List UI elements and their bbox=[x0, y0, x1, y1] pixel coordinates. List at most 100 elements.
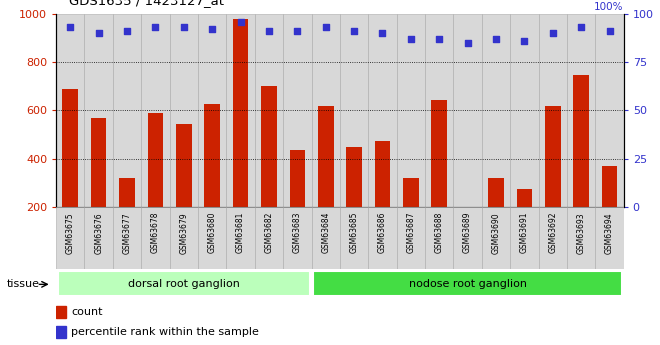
Bar bbox=[375, 141, 390, 255]
Text: GSM63686: GSM63686 bbox=[378, 212, 387, 254]
Bar bbox=[318, 106, 333, 255]
Point bbox=[65, 24, 75, 30]
Bar bbox=[488, 178, 504, 255]
Bar bbox=[255, 207, 283, 269]
Bar bbox=[510, 207, 539, 269]
Text: percentile rank within the sample: percentile rank within the sample bbox=[71, 327, 259, 337]
Bar bbox=[453, 14, 482, 207]
Text: dorsal root ganglion: dorsal root ganglion bbox=[128, 279, 240, 289]
Point bbox=[519, 38, 529, 43]
Text: nodose root ganglion: nodose root ganglion bbox=[409, 279, 527, 289]
Text: GSM63688: GSM63688 bbox=[435, 212, 444, 253]
Bar bbox=[397, 207, 425, 269]
Text: GSM63677: GSM63677 bbox=[123, 212, 131, 254]
Point bbox=[263, 28, 274, 34]
Bar bbox=[539, 14, 567, 207]
Bar bbox=[283, 207, 312, 269]
Bar bbox=[148, 113, 163, 255]
Bar bbox=[368, 207, 397, 269]
Bar bbox=[56, 207, 84, 269]
Point bbox=[490, 36, 501, 42]
Bar bbox=[176, 124, 191, 255]
Bar bbox=[312, 207, 340, 269]
Bar bbox=[205, 104, 220, 255]
Text: GSM63681: GSM63681 bbox=[236, 212, 245, 253]
Point bbox=[604, 28, 614, 34]
Bar bbox=[56, 306, 66, 318]
Bar bbox=[113, 14, 141, 207]
Bar bbox=[574, 75, 589, 255]
Point bbox=[405, 36, 416, 42]
Bar bbox=[141, 14, 170, 207]
Point bbox=[320, 24, 331, 30]
Point bbox=[94, 30, 104, 36]
Point bbox=[121, 28, 132, 34]
Text: GDS1635 / 1423127_at: GDS1635 / 1423127_at bbox=[69, 0, 224, 7]
Bar bbox=[397, 14, 425, 207]
Bar bbox=[425, 14, 453, 207]
Bar bbox=[198, 207, 226, 269]
FancyBboxPatch shape bbox=[313, 272, 622, 296]
Text: GSM63691: GSM63691 bbox=[520, 212, 529, 254]
Bar bbox=[141, 207, 170, 269]
Text: GSM63689: GSM63689 bbox=[463, 212, 472, 254]
Bar bbox=[453, 207, 482, 269]
Bar bbox=[84, 14, 113, 207]
Text: tissue: tissue bbox=[7, 279, 40, 289]
Bar bbox=[595, 14, 624, 207]
Text: GSM63690: GSM63690 bbox=[492, 212, 500, 254]
Bar bbox=[482, 207, 510, 269]
Bar bbox=[460, 230, 475, 255]
Point bbox=[348, 28, 359, 34]
Text: GSM63682: GSM63682 bbox=[265, 212, 273, 253]
Bar bbox=[595, 207, 624, 269]
Text: GSM63678: GSM63678 bbox=[151, 212, 160, 254]
Bar bbox=[403, 178, 418, 255]
Bar bbox=[425, 207, 453, 269]
Text: GSM63685: GSM63685 bbox=[350, 212, 358, 254]
Bar bbox=[170, 14, 198, 207]
Bar bbox=[545, 106, 560, 255]
Point bbox=[547, 30, 558, 36]
Bar bbox=[113, 207, 141, 269]
Point bbox=[150, 24, 160, 30]
Bar bbox=[517, 189, 532, 255]
Point bbox=[207, 27, 217, 32]
Text: GSM63692: GSM63692 bbox=[548, 212, 557, 254]
Text: GSM63676: GSM63676 bbox=[94, 212, 103, 254]
Bar bbox=[567, 14, 595, 207]
Point bbox=[292, 28, 302, 34]
Bar bbox=[91, 118, 106, 255]
Text: GSM63687: GSM63687 bbox=[407, 212, 415, 254]
Text: 100%: 100% bbox=[594, 2, 624, 12]
Bar bbox=[340, 14, 368, 207]
Bar bbox=[255, 14, 283, 207]
Bar bbox=[283, 14, 312, 207]
Bar bbox=[602, 166, 617, 255]
Bar bbox=[170, 207, 198, 269]
Bar bbox=[233, 19, 248, 255]
Bar bbox=[482, 14, 510, 207]
Bar bbox=[84, 207, 113, 269]
Point bbox=[434, 36, 444, 42]
Bar bbox=[261, 86, 277, 255]
Bar bbox=[510, 14, 539, 207]
Bar bbox=[567, 207, 595, 269]
Bar bbox=[119, 178, 135, 255]
Bar bbox=[539, 207, 567, 269]
Point bbox=[235, 19, 246, 24]
Text: GSM63693: GSM63693 bbox=[577, 212, 585, 254]
Bar bbox=[56, 326, 66, 337]
Bar bbox=[346, 147, 362, 255]
Bar bbox=[312, 14, 340, 207]
FancyBboxPatch shape bbox=[57, 272, 310, 296]
Text: GSM63684: GSM63684 bbox=[321, 212, 330, 254]
Bar bbox=[290, 150, 305, 255]
Text: GSM63680: GSM63680 bbox=[208, 212, 216, 254]
Bar bbox=[63, 89, 78, 255]
Bar bbox=[56, 14, 84, 207]
Point bbox=[377, 30, 387, 36]
Bar bbox=[198, 14, 226, 207]
Bar bbox=[368, 14, 397, 207]
Bar bbox=[226, 207, 255, 269]
